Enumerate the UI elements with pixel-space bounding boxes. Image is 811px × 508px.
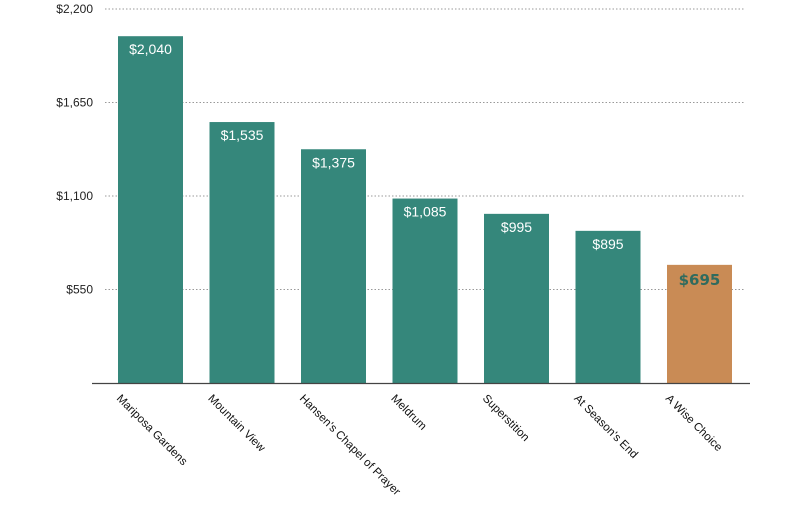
x-tick-label: Superstition <box>480 393 531 444</box>
bar <box>667 264 732 383</box>
y-tick-label: $550 <box>66 283 93 297</box>
data-label: $895 <box>592 236 623 252</box>
bar <box>118 36 183 383</box>
data-label: $1,085 <box>404 204 447 220</box>
x-tick-label: Mariposa Gardens <box>114 393 190 469</box>
x-tick-label: Meldrum <box>388 393 428 433</box>
x-tick-label: A Wise Choice <box>663 393 724 454</box>
data-label: $995 <box>501 219 532 235</box>
y-tick-label: $2,200 <box>56 2 93 16</box>
bar <box>575 230 641 383</box>
bar <box>301 149 366 383</box>
x-tick-label: At Season's End <box>571 393 639 461</box>
bar <box>484 213 549 383</box>
data-label: $2,040 <box>129 41 172 57</box>
data-label: $695 <box>679 271 721 289</box>
y-tick-label: $1,100 <box>56 189 93 203</box>
x-tick-label: Hansen's Chapel of Prayer <box>297 393 403 499</box>
bar <box>392 198 458 383</box>
y-tick-label: $1,650 <box>56 96 93 110</box>
data-label: $1,375 <box>312 154 355 170</box>
x-tick-label: Mountain View <box>205 393 267 455</box>
bar <box>209 122 275 384</box>
data-label: $1,535 <box>221 127 264 143</box>
